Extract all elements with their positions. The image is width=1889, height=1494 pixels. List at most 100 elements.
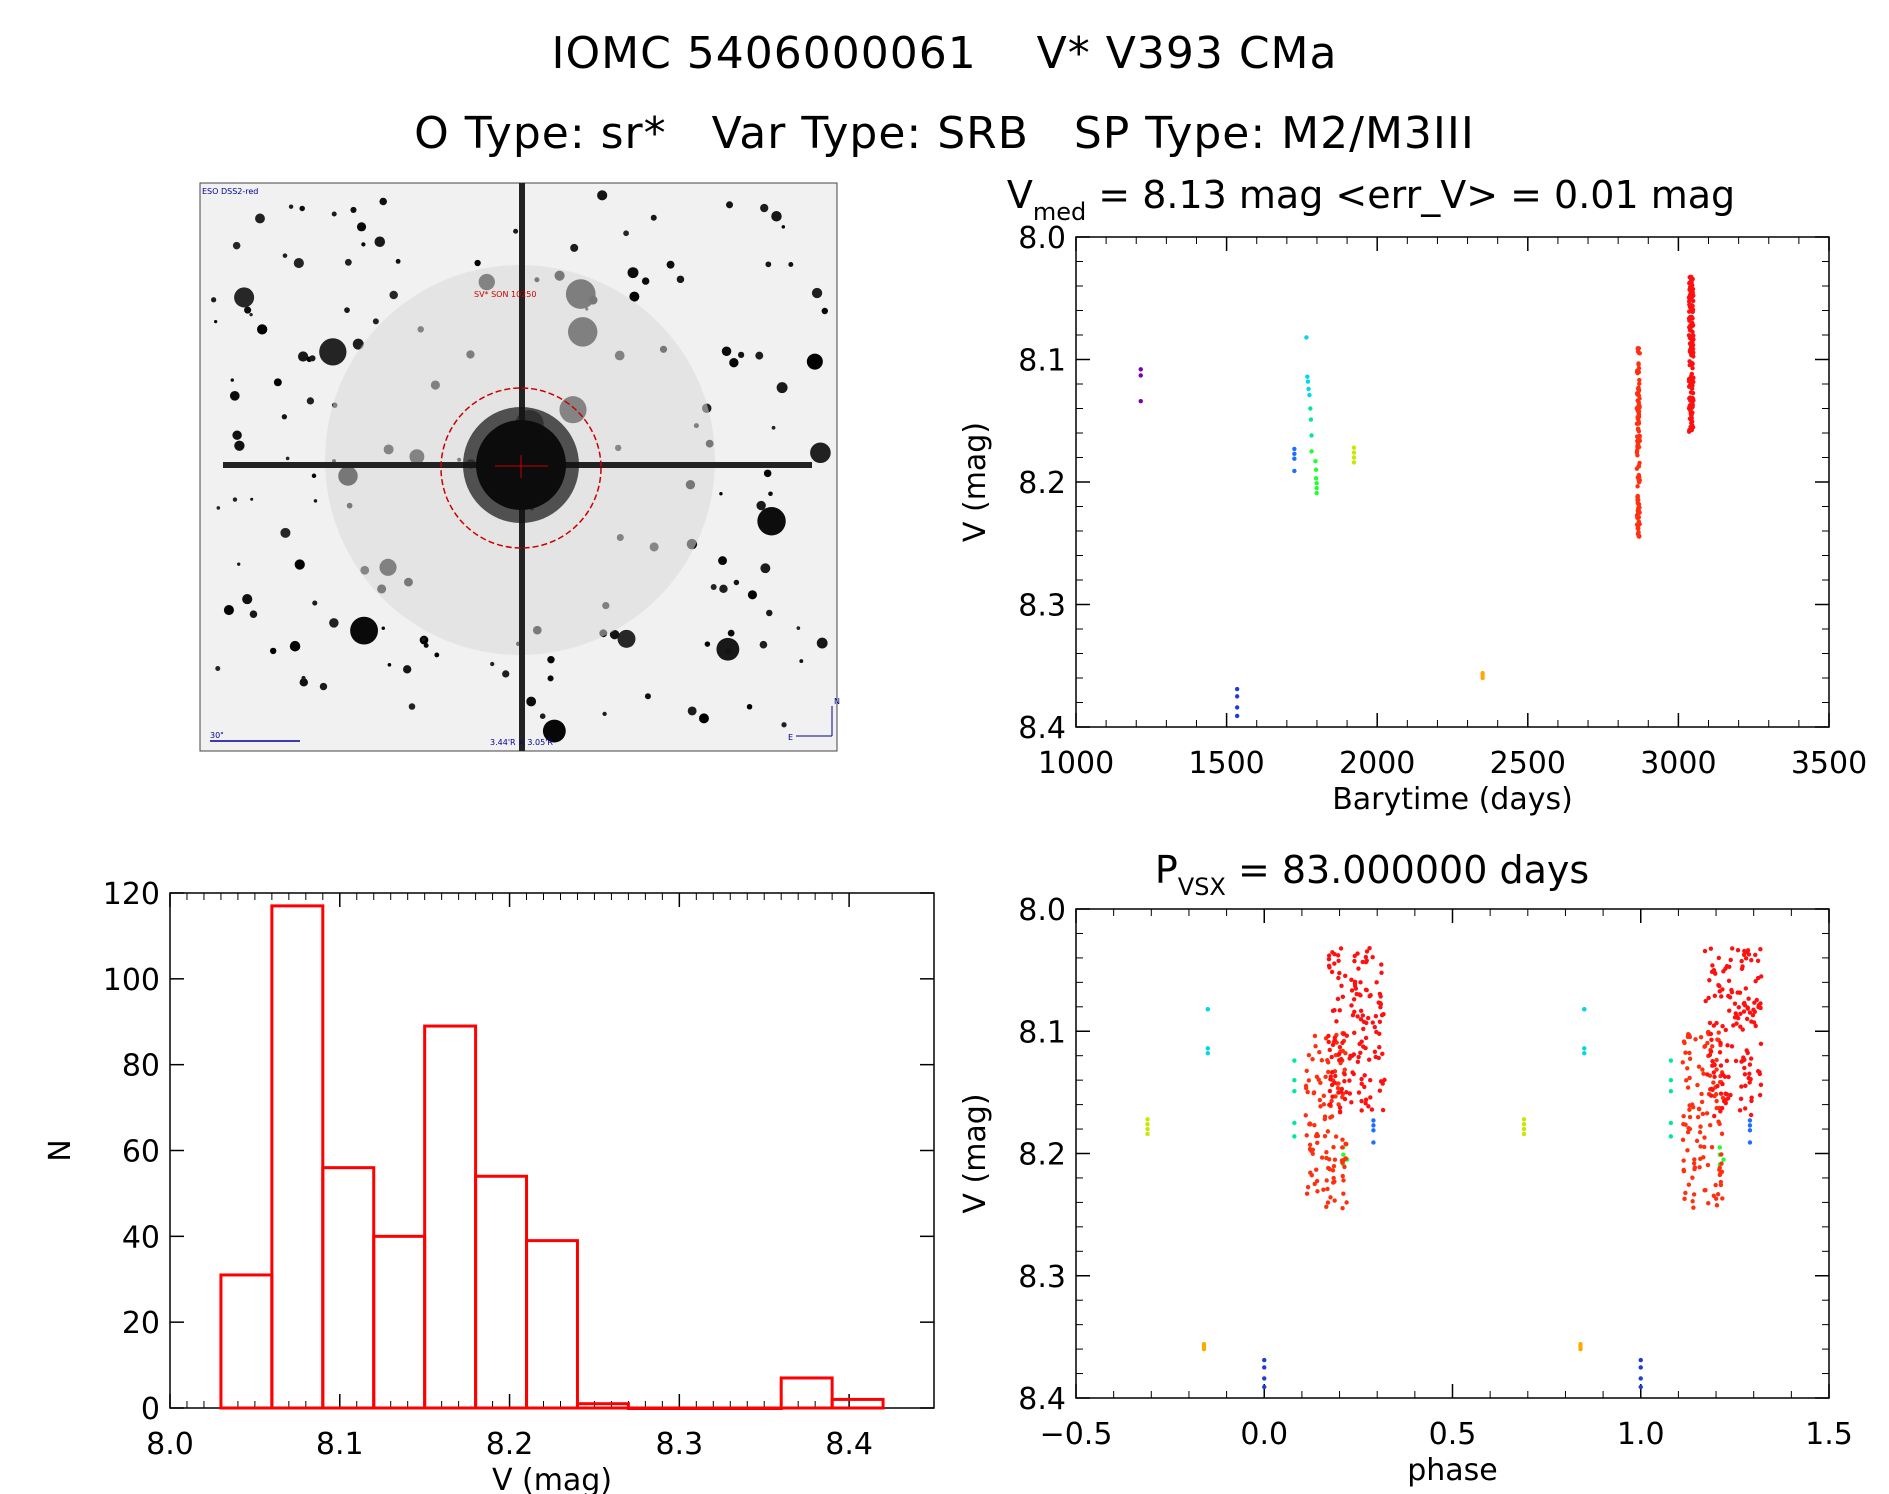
phased-point [1714, 1020, 1719, 1026]
finder-star [766, 609, 773, 617]
histogram-xtick-label: 8.1 [316, 1427, 364, 1462]
phased-point [1328, 1195, 1333, 1200]
phased-point [1374, 980, 1379, 985]
phased-point [1685, 1034, 1691, 1040]
phased-point [1341, 1191, 1346, 1196]
phased-point [1334, 1019, 1339, 1024]
phased-point [1292, 1120, 1297, 1126]
finder-star [242, 594, 253, 605]
lightcurve-point [1686, 333, 1692, 338]
phased-point [1363, 1100, 1368, 1106]
phased-point [1336, 1081, 1341, 1086]
lightcurve-point [1689, 385, 1694, 391]
phased-point [1340, 1040, 1345, 1045]
finder-star [759, 640, 768, 649]
phased-point [1326, 1033, 1331, 1039]
lightcurve-point [1636, 533, 1642, 538]
lightcurve-point [1234, 694, 1240, 699]
phased-point [1668, 1134, 1674, 1139]
phased-point [1726, 993, 1731, 999]
phased-point [1707, 978, 1712, 983]
phased-point [1340, 1048, 1345, 1054]
phased-point [1321, 1102, 1327, 1107]
finder-star [641, 277, 650, 285]
phased-point [1292, 1088, 1297, 1094]
phased-point [1692, 1157, 1697, 1162]
phased-point [1747, 1071, 1752, 1076]
phased-point [1727, 1008, 1732, 1013]
phased-point [1145, 1126, 1150, 1132]
phased-point [1310, 1056, 1315, 1062]
phased-point [1371, 1118, 1376, 1123]
lightcurve-point [1635, 453, 1640, 458]
phased-point [1687, 1050, 1692, 1056]
lightcurve-point [1309, 449, 1314, 454]
phased-point [1326, 953, 1332, 958]
phased-point [1358, 1008, 1364, 1013]
phased-point [1363, 1097, 1369, 1102]
phased-point [1303, 1113, 1308, 1118]
phased-point [1699, 1099, 1705, 1105]
finder-star [609, 629, 620, 640]
phased-point [1697, 1165, 1702, 1170]
phased-title: PVSX = 83.000000 days [1155, 848, 1589, 901]
phased-point [1317, 1050, 1322, 1055]
phased-point [1744, 1048, 1749, 1053]
phased-point [1719, 1105, 1725, 1111]
lightcurve-point [1636, 508, 1641, 513]
lightcurve-point [1689, 303, 1694, 308]
histogram-xtick-label: 8.2 [486, 1427, 534, 1462]
phased-point [1712, 1074, 1717, 1080]
phased-point [1322, 1116, 1328, 1122]
finder-star [781, 722, 787, 728]
phased-point [1359, 1108, 1364, 1113]
finder-star [232, 241, 241, 250]
lightcurve-point [1636, 400, 1642, 405]
lightcurve-plot: Vmed = 8.13 mag <err_V> = 0.01 mag 1000 1… [958, 173, 1867, 817]
finder-star [725, 201, 734, 209]
phased-point [1691, 1161, 1697, 1166]
phased-point [1702, 1188, 1707, 1193]
phased-point [1349, 1100, 1354, 1105]
lightcurve-xtick-label: 2000 [1339, 746, 1415, 781]
lightcurve-point [1351, 445, 1357, 450]
phased-point [1691, 1205, 1696, 1210]
phased-point [1332, 961, 1337, 966]
phased-point [1377, 1045, 1382, 1050]
finder-star [331, 211, 337, 217]
lightcurve-point [1690, 378, 1695, 383]
finder-star [379, 197, 387, 206]
lightcurve-point [1688, 347, 1693, 352]
finder-star [725, 648, 732, 655]
phased-point [1725, 1043, 1730, 1048]
phased-point [1356, 966, 1361, 971]
phased-point [1312, 1033, 1318, 1039]
phased-point [1371, 1140, 1376, 1145]
phased-point [1681, 1169, 1687, 1174]
phased-point [1330, 1094, 1335, 1099]
lightcurve-point [1138, 398, 1143, 404]
phased-point [1329, 1082, 1335, 1088]
histogram-bar [219, 1273, 274, 1410]
lightcurve-point [1690, 298, 1696, 304]
phased-point [1304, 1068, 1309, 1074]
phased-point [1340, 994, 1346, 999]
phased-point [1733, 1011, 1738, 1016]
lightcurve-point [1480, 675, 1485, 681]
phased-point [1304, 1133, 1309, 1138]
phased-point [1337, 1008, 1342, 1013]
histogram-xtick-label: 8.0 [146, 1427, 194, 1462]
finder-star [771, 211, 782, 222]
phased-point [1292, 1134, 1297, 1139]
phased-point [1327, 1167, 1333, 1172]
finder-star [350, 206, 357, 213]
finder-star [727, 629, 735, 637]
phased-point [1710, 1087, 1715, 1092]
finder-star [811, 287, 823, 299]
finder-star [765, 261, 772, 268]
phased-point [1707, 1020, 1713, 1026]
lightcurve-point [1689, 278, 1694, 283]
phased-point [1710, 963, 1715, 968]
histogram-ylabel: N [43, 1139, 78, 1161]
phased-point [1719, 1152, 1724, 1157]
